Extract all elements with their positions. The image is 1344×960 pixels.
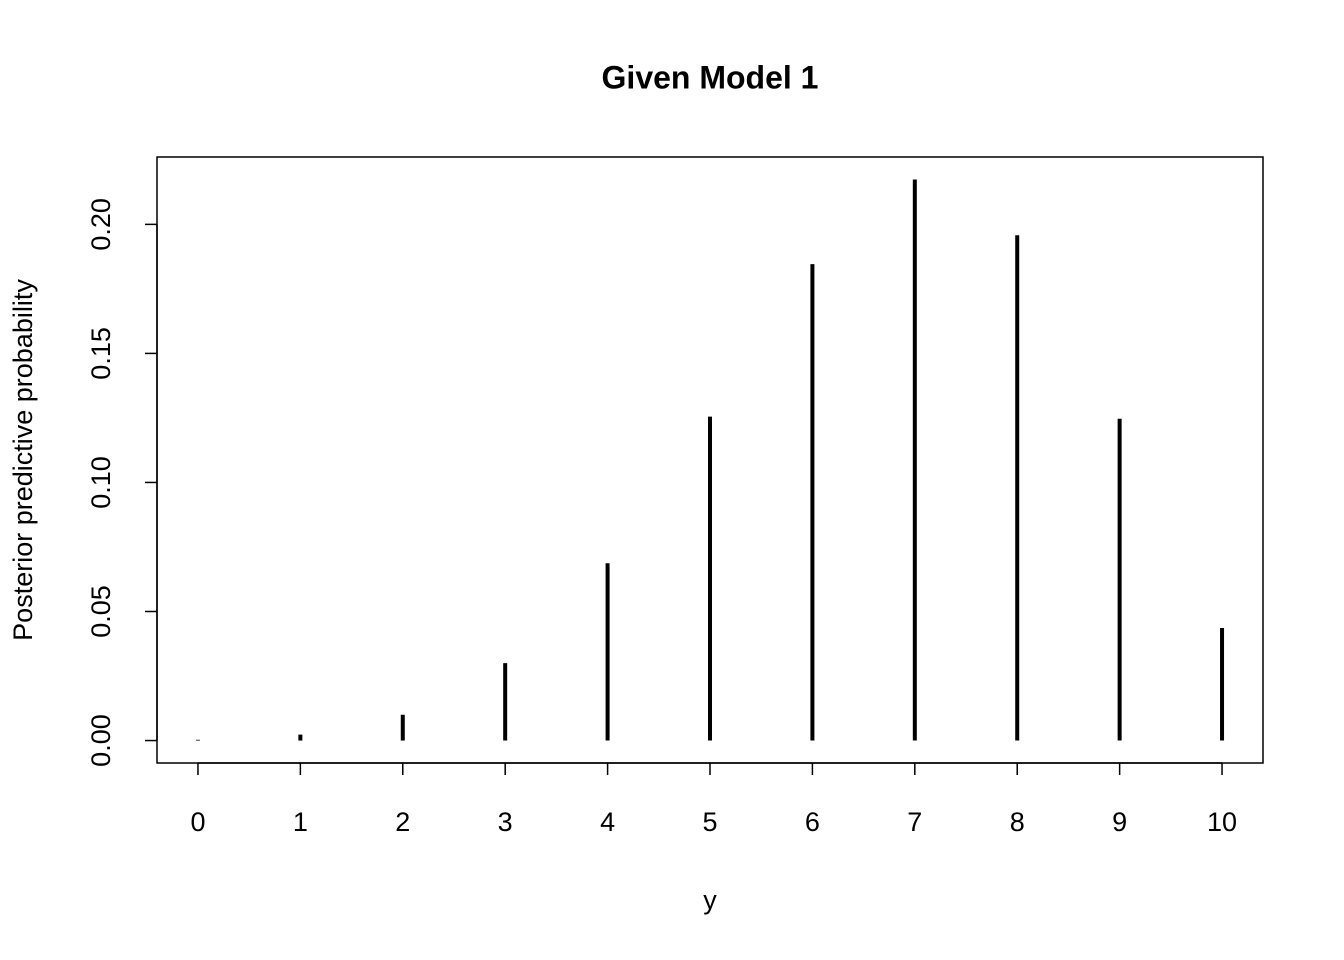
x-axis-label: y	[703, 885, 717, 915]
y-tick-label: 0.15	[86, 327, 116, 380]
x-tick-label: 8	[1010, 807, 1025, 837]
x-tick-label: 6	[805, 807, 820, 837]
x-tick-label: 0	[190, 807, 205, 837]
y-axis-label: Posterior predictive probability	[8, 279, 38, 641]
y-tick-label: 0.05	[86, 585, 116, 638]
x-tick-label: 4	[600, 807, 615, 837]
x-tick-label: 1	[293, 807, 308, 837]
y-tick-label: 0.20	[86, 198, 116, 251]
x-tick-label: 3	[498, 807, 513, 837]
y-tick-label: 0.10	[86, 456, 116, 509]
chart-title: Given Model 1	[602, 59, 819, 95]
y-tick-label: 0.00	[86, 714, 116, 767]
x-tick-label: 5	[702, 807, 717, 837]
x-tick-label: 9	[1112, 807, 1127, 837]
x-tick-label: 10	[1207, 807, 1237, 837]
x-tick-label: 7	[907, 807, 922, 837]
x-tick-label: 2	[395, 807, 410, 837]
